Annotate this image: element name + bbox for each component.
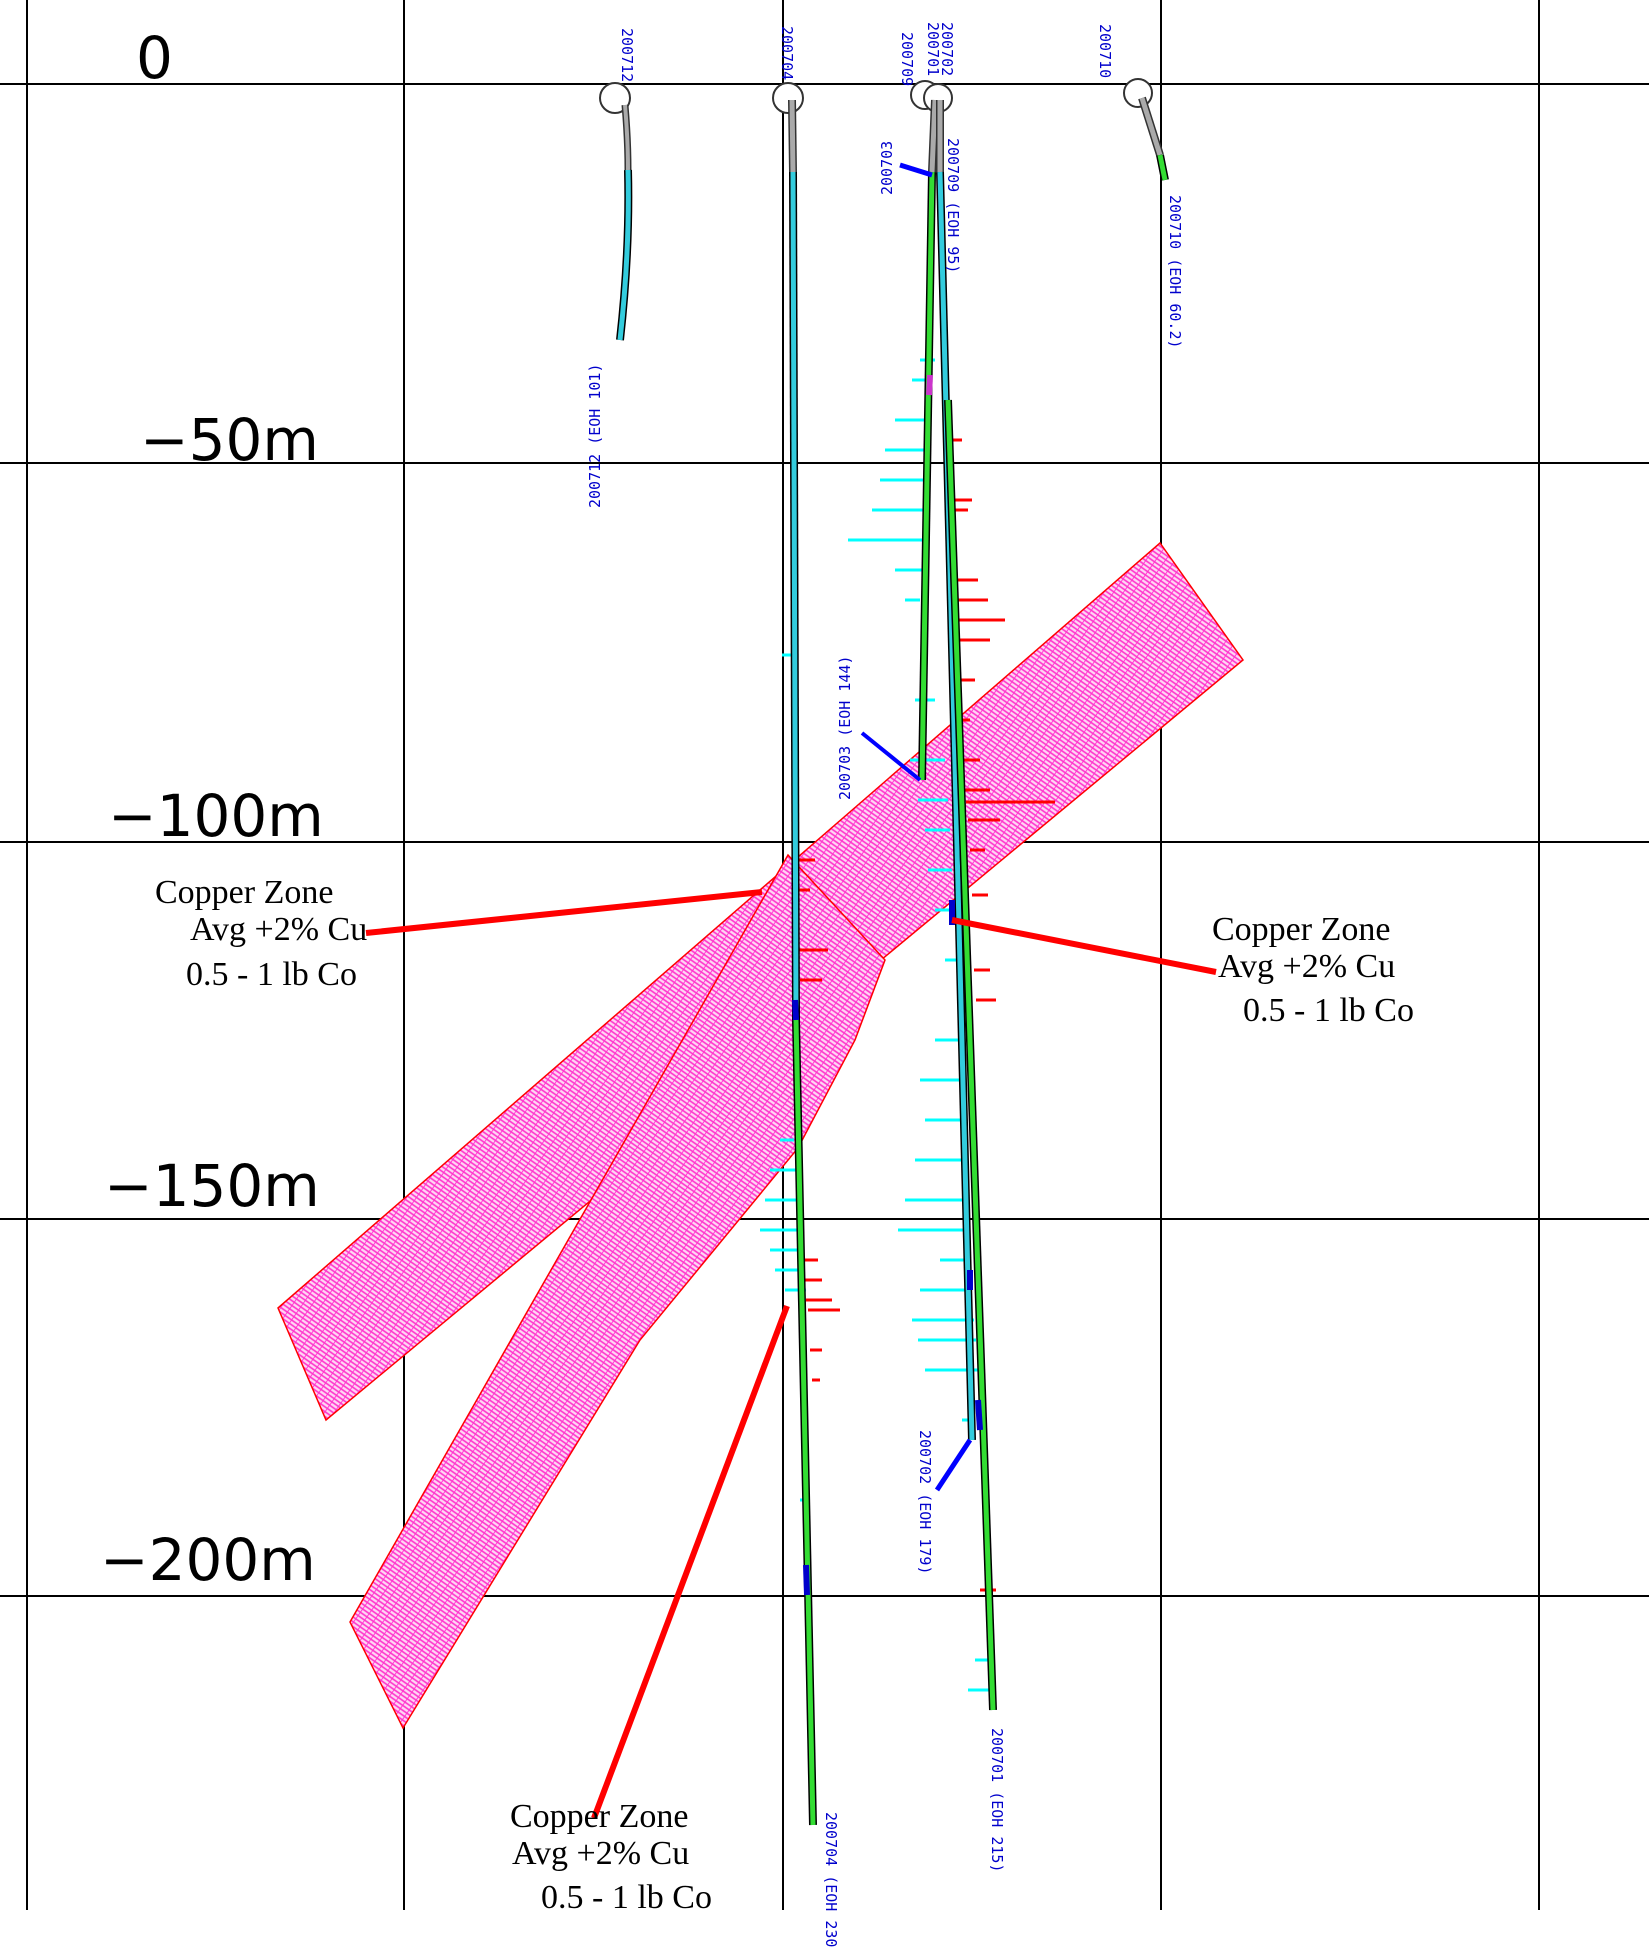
depth-label-100m: −100m bbox=[108, 782, 324, 850]
hole-200712 bbox=[599, 82, 633, 341]
eoh-labels: 200712 (EOH 101) 200709 (EOH 95) 200710 … bbox=[586, 138, 1184, 1947]
collar-labels: 200712 200704 200702 200701 200709 20071… bbox=[618, 22, 1114, 86]
depth-label-0: 0 bbox=[136, 24, 173, 92]
collar-label-200709: 200709 bbox=[898, 32, 916, 86]
callout-bottom-line3: 0.5 - 1 lb Co bbox=[541, 1879, 712, 1916]
eoh-label-200709: 200709 (EOH 95) bbox=[944, 138, 962, 273]
callout-left: Copper Zone Avg +2% Cu 0.5 - 1 lb Co bbox=[155, 874, 367, 993]
eoh-label-200703-top: 200703 bbox=[878, 141, 896, 195]
hole-cluster bbox=[860, 80, 997, 1711]
collar-label-200704: 200704 bbox=[778, 26, 796, 80]
callout-left-line1: Copper Zone bbox=[155, 874, 333, 911]
eoh-label-200702: 200702 (EOH 179) bbox=[916, 1430, 934, 1575]
trace-200703-top bbox=[899, 162, 933, 178]
eoh-label-200703: 200703 (EOH 144) bbox=[836, 656, 854, 801]
collar-200710 bbox=[1123, 78, 1153, 108]
callout-bottom-line2: Avg +2% Cu bbox=[512, 1835, 689, 1872]
collar-label-200712: 200712 bbox=[618, 28, 636, 82]
callout-right-line2: Avg +2% Cu bbox=[1218, 948, 1395, 985]
hole-200704 bbox=[772, 82, 817, 1826]
trace-200702-end bbox=[934, 1438, 973, 1492]
collar-label-200702: 200702 bbox=[938, 22, 956, 76]
eoh-label-200710: 200710 (EOH 60.2) bbox=[1166, 195, 1184, 349]
trace-200703 bbox=[860, 731, 922, 782]
callout-leaders bbox=[365, 889, 1217, 1820]
callout-left-line2: Avg +2% Cu bbox=[190, 911, 367, 948]
collar-200704 bbox=[772, 82, 804, 114]
leader-right bbox=[951, 917, 1217, 975]
collar-label-200710: 200710 bbox=[1096, 24, 1114, 78]
callout-right: Copper Zone Avg +2% Cu 0.5 - 1 lb Co bbox=[1212, 911, 1414, 1029]
callout-bottom-line1: Copper Zone bbox=[510, 1798, 688, 1835]
hole-200710 bbox=[1123, 78, 1169, 181]
eoh-label-200701: 200701 (EOH 215) bbox=[988, 1728, 1006, 1873]
copper-zone-lower bbox=[349, 853, 886, 1730]
callout-bottom: Copper Zone Avg +2% Cu 0.5 - 1 lb Co bbox=[510, 1798, 712, 1916]
drill-holes bbox=[599, 78, 1169, 1826]
co-histogram bbox=[760, 358, 990, 1692]
collar-label-200701: 200701 bbox=[924, 22, 942, 76]
leader-bottom bbox=[591, 1304, 790, 1820]
copper-zones bbox=[277, 541, 1245, 1730]
depth-label-150m: −150m bbox=[104, 1152, 320, 1220]
depth-label-200m: −200m bbox=[100, 1526, 316, 1594]
callout-right-line3: 0.5 - 1 lb Co bbox=[1243, 992, 1414, 1029]
grid bbox=[0, 0, 1649, 1910]
callout-right-line1: Copper Zone bbox=[1212, 911, 1390, 948]
leader-left bbox=[365, 889, 763, 936]
eoh-label-200712: 200712 (EOH 101) bbox=[586, 364, 604, 509]
depth-label-50m: −50m bbox=[140, 406, 319, 474]
eoh-label-200704: 200704 (EOH 230 bbox=[822, 1812, 840, 1947]
callout-left-line3: 0.5 - 1 lb Co bbox=[186, 956, 357, 993]
